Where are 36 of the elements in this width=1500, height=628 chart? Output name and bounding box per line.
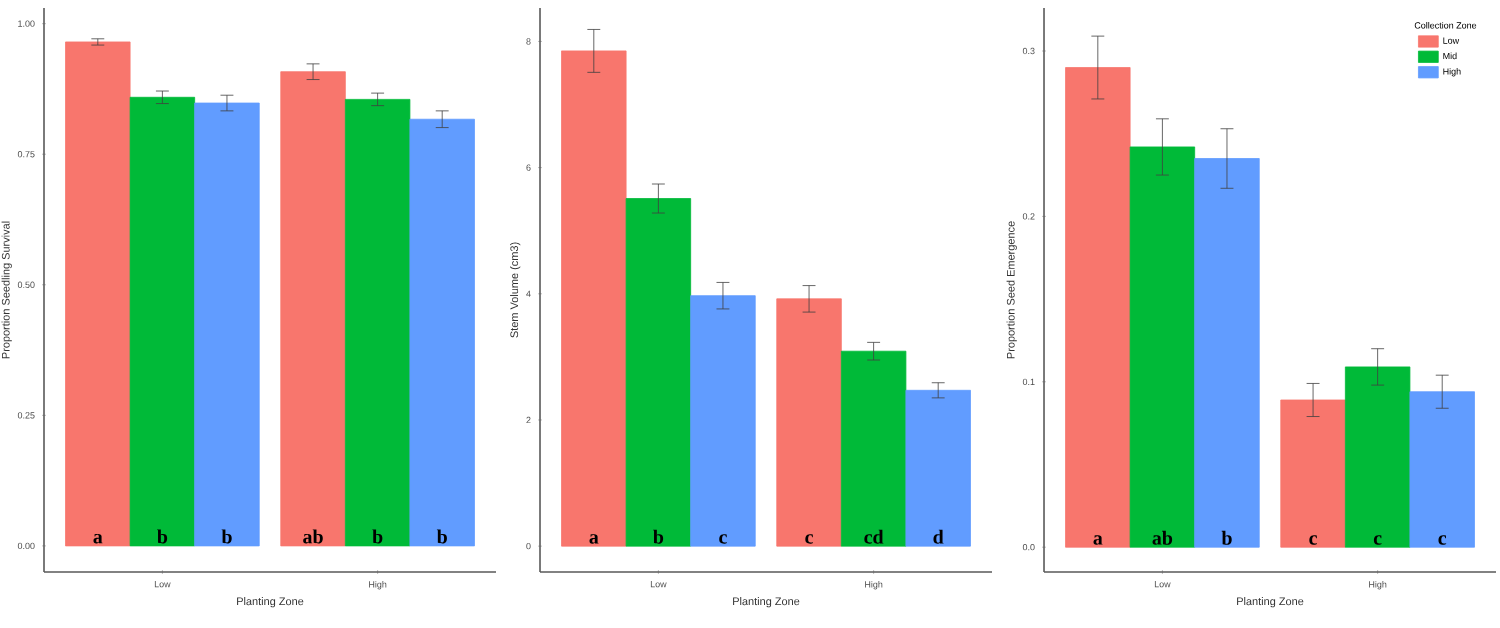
bar — [625, 198, 692, 547]
data-label: c — [1373, 535, 1382, 545]
bar — [690, 295, 756, 547]
data-label: b — [372, 529, 383, 544]
bar — [776, 298, 842, 547]
data-label: a — [589, 534, 599, 544]
bar — [1344, 366, 1411, 548]
bar — [1129, 146, 1196, 548]
bar — [194, 102, 260, 547]
bar — [1065, 67, 1131, 548]
data-label: c — [1438, 535, 1447, 545]
data-label: b — [436, 529, 447, 544]
data-label: c — [719, 534, 727, 544]
data-label: cd — [864, 529, 884, 544]
bar — [1280, 399, 1346, 548]
data-label: d — [933, 529, 944, 544]
data-label: b — [653, 529, 664, 544]
data-label: c — [805, 534, 813, 544]
bar — [561, 50, 627, 547]
bar — [280, 71, 346, 547]
data-label: c — [1309, 535, 1317, 545]
data-label: ab — [303, 529, 323, 544]
data-label: a — [93, 533, 103, 544]
bar — [840, 350, 907, 547]
bar — [344, 98, 411, 547]
data-label: a — [1093, 535, 1103, 545]
data-label: b — [221, 529, 232, 544]
bar — [1194, 158, 1260, 548]
bar — [409, 118, 475, 547]
bar — [65, 41, 131, 547]
data-label: ab — [1152, 530, 1173, 545]
data-label: b — [1221, 530, 1232, 545]
bar — [129, 96, 196, 547]
bar — [905, 389, 971, 547]
data-label: b — [157, 529, 168, 544]
bar — [1409, 391, 1475, 548]
